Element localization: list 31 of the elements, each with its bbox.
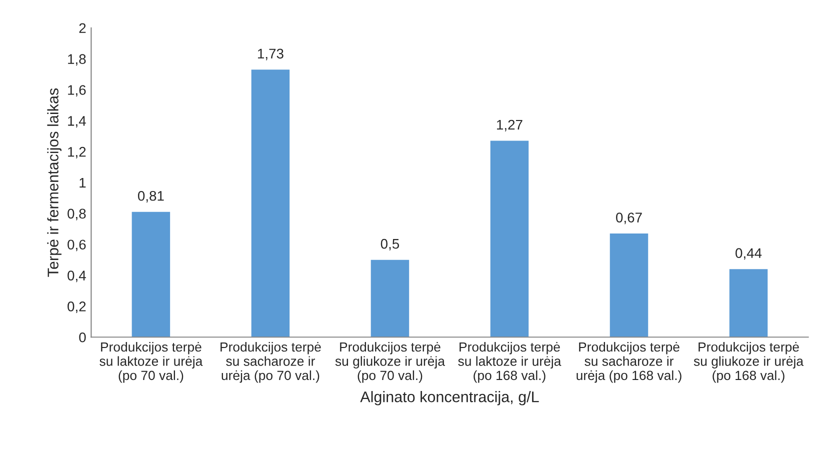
data-label: 1,73 (258, 48, 284, 60)
y-tick-label: 1,6 (68, 85, 86, 97)
x-tick-label: Produkcijos terpė su gliukoze ir urėja (po 70 val.) (335, 342, 445, 383)
y-tick-label: 1 (80, 178, 86, 188)
data-label: 0,81 (138, 190, 164, 202)
bar (132, 212, 170, 338)
x-tick-label: Produkcijos terpė su laktoze ir urėja (po 168 val.) (458, 342, 562, 383)
x-tick-label: Produkcijos terpė su laktoze ir urėja (po 70 val.) (100, 342, 203, 383)
y-axis-title: Terpė ir fermentacijos laikas (47, 88, 62, 277)
bar (251, 70, 290, 338)
y-tick-label: 0 (79, 332, 86, 342)
bar (729, 269, 768, 338)
y-tick-label: 2 (79, 23, 86, 33)
bar (370, 260, 410, 338)
x-axis-title: Alginato koncentracija, g/L (360, 391, 539, 406)
data-label: 0,44 (736, 248, 762, 260)
data-label: 0,67 (616, 212, 642, 224)
y-tick-label: 0,8 (68, 208, 86, 220)
x-tick-label: Produkcijos terpė su gliukoze ir urėja (po 168 val.) (694, 342, 804, 383)
y-tick-label: 1,2 (68, 146, 86, 158)
data-label: 1,27 (497, 120, 522, 132)
bar (490, 140, 529, 338)
bar (610, 234, 648, 338)
y-tick-label: 0,2 (68, 302, 86, 314)
y-tick-label: 0,6 (68, 240, 86, 252)
y-tick-label: 0,4 (68, 270, 86, 282)
y-tick-label: 1,8 (68, 54, 86, 66)
y-tick-label: 1,4 (68, 116, 86, 128)
x-tick-label: Produkcijos terpė su sacharoze ir urėja (po 70 val.) (220, 342, 321, 383)
data-label: 0,5 (380, 238, 400, 250)
x-tick-label: Produkcijos terpė su sacharoze ir urėja (po 168 val.) (576, 342, 682, 383)
